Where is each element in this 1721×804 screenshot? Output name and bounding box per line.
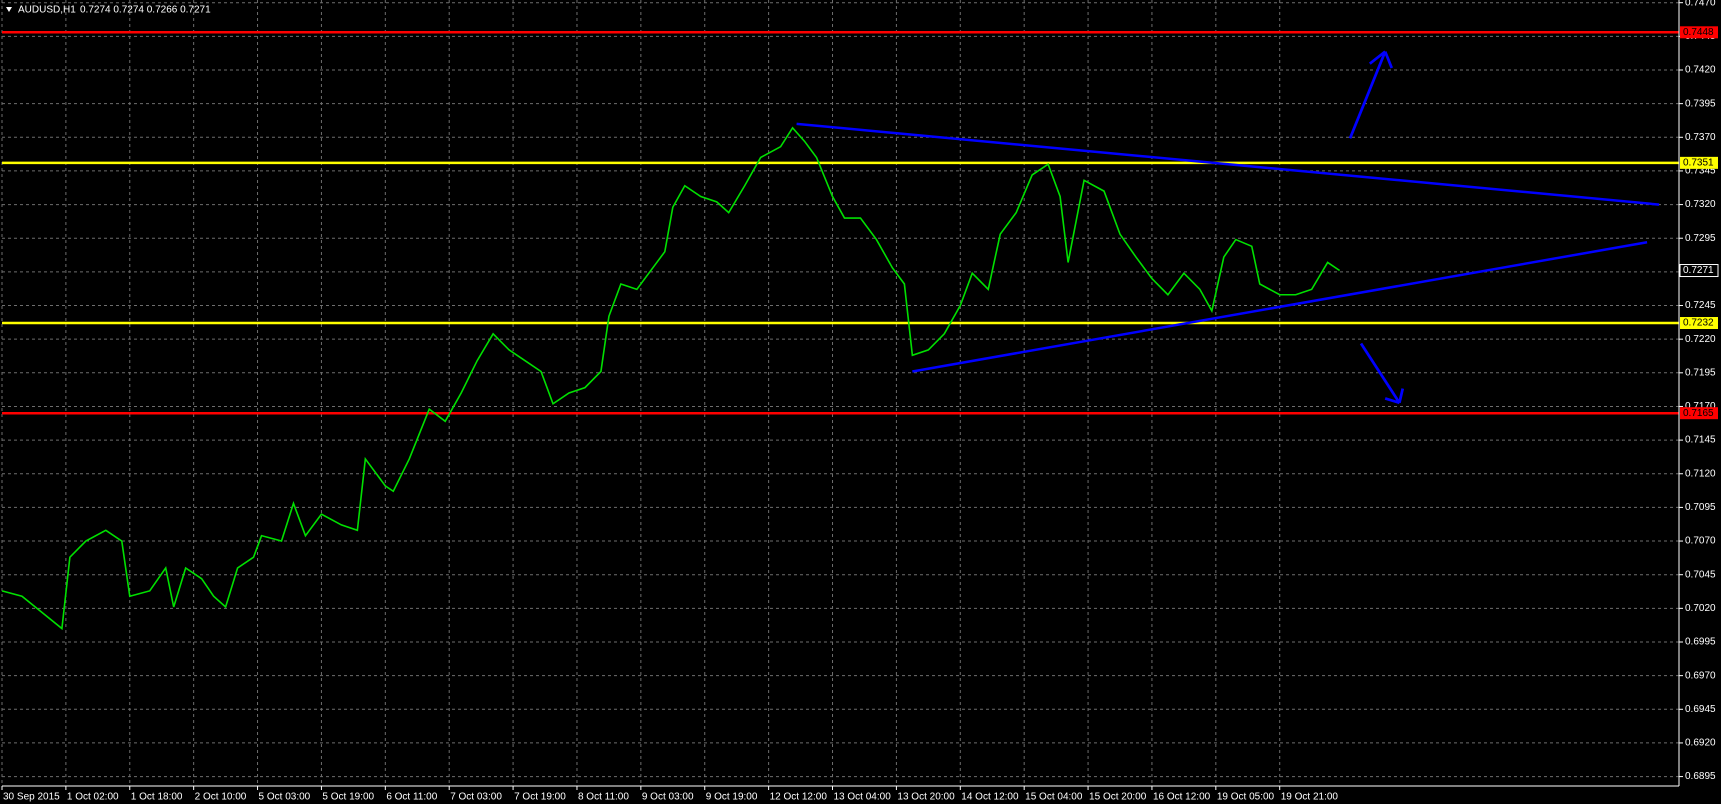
menu-triangle	[6, 7, 12, 12]
x-tick-label: 7 Oct 03:00	[450, 792, 502, 803]
y-tick-label: 0.7295	[1685, 233, 1716, 244]
y-tick-label: 0.7095	[1685, 502, 1716, 513]
y-tick-label: 0.7470	[1685, 0, 1716, 8]
level-label: 0.7448	[1683, 27, 1714, 38]
y-tick-label: 0.7370	[1685, 132, 1716, 143]
x-tick-label: 30 Sep 2015	[3, 792, 60, 803]
x-tick-label: 9 Oct 03:00	[642, 792, 694, 803]
y-tick-label: 0.7120	[1685, 468, 1716, 479]
y-tick-label: 0.6895	[1685, 771, 1716, 782]
y-tick-label: 0.7145	[1685, 435, 1716, 446]
y-tick-label: 0.7220	[1685, 334, 1716, 345]
current-price-box	[1679, 264, 1719, 278]
level-label-box	[1680, 156, 1718, 169]
level-label: 0.7165	[1683, 408, 1714, 419]
x-tick-label: 5 Oct 03:00	[259, 792, 311, 803]
y-tick-label: 0.6920	[1685, 738, 1716, 749]
arrow-down	[1359, 342, 1405, 405]
y-tick-label: 0.7320	[1685, 199, 1716, 210]
x-tick-label: 1 Oct 02:00	[67, 792, 119, 803]
level-label-box	[1680, 26, 1718, 39]
y-tick-label: 0.7245	[1685, 300, 1716, 311]
level-label: 0.7232	[1683, 318, 1714, 329]
y-tick-label: 0.6945	[1685, 704, 1716, 715]
y-tick-label: 0.7070	[1685, 536, 1716, 547]
x-tick-label: 14 Oct 12:00	[961, 792, 1019, 803]
x-tick-label: 12 Oct 12:00	[770, 792, 828, 803]
y-tick-label: 0.6995	[1685, 637, 1716, 648]
x-tick-label: 8 Oct 11:00	[578, 792, 629, 803]
price-line	[1, 126, 1341, 631]
trend-layer	[796, 122, 1660, 373]
y-tick-label: 0.7170	[1685, 401, 1716, 412]
x-tick-label: 13 Oct 20:00	[897, 792, 955, 803]
y-tick-label: 0.6970	[1685, 670, 1716, 681]
x-tick-label: 7 Oct 19:00	[514, 792, 566, 803]
x-tick-label: 5 Oct 19:00	[322, 792, 374, 803]
x-tick-label: 19 Oct 05:00	[1217, 792, 1275, 803]
x-tick-label: 1 Oct 18:00	[131, 792, 183, 803]
y-tick-label: 0.7195	[1685, 367, 1716, 378]
y-tick-label: 0.7020	[1685, 603, 1716, 614]
level-label-box	[1680, 407, 1718, 420]
x-tick-label: 15 Oct 04:00	[1025, 792, 1083, 803]
arrow-up	[1348, 50, 1394, 139]
level-label-box	[1680, 317, 1718, 330]
x-tick-label: 15 Oct 20:00	[1089, 792, 1147, 803]
grid-layer	[1, 0, 1679, 786]
y-tick-label: 0.7045	[1685, 569, 1716, 580]
x-tick-label: 9 Oct 19:00	[706, 792, 758, 803]
x-tick-label: 16 Oct 12:00	[1153, 792, 1211, 803]
x-tick-label: 6 Oct 11:00	[386, 792, 437, 803]
symbol-title: AUDUSD,H1	[18, 5, 76, 16]
price-layer	[1, 126, 1341, 631]
trendline	[912, 241, 1648, 373]
x-tick-label: 13 Oct 04:00	[834, 792, 892, 803]
y-tick-label: 0.7395	[1685, 98, 1716, 109]
ohlc-text: 0.7274 0.7274 0.7266 0.7271	[80, 5, 211, 16]
level-layer	[2, 31, 1679, 415]
current-price-label: 0.7271	[1683, 265, 1714, 276]
trendline	[796, 122, 1660, 206]
x-tick-label: 2 Oct 10:00	[195, 792, 247, 803]
arrows	[1348, 50, 1405, 405]
x-tick-label: 19 Oct 21:00	[1281, 792, 1339, 803]
y-tick-label: 0.7345	[1685, 166, 1716, 177]
y-tick-label: 0.7420	[1685, 65, 1716, 76]
level-label: 0.7351	[1683, 157, 1714, 168]
